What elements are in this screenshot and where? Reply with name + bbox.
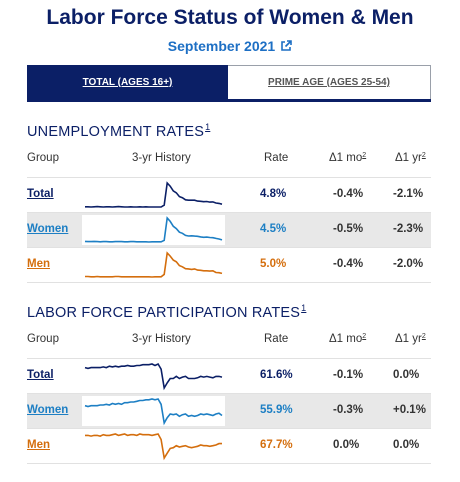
table-row: Men 67.7% 0.0% 0.0%	[27, 428, 431, 463]
tab-prime-age[interactable]: PRIME AGE (AGES 25-54)	[228, 65, 431, 100]
group-link-total[interactable]: Total	[27, 369, 54, 381]
group-link-women[interactable]: Women	[27, 404, 69, 416]
header-1mo-label: Δ1 mo	[329, 333, 363, 345]
tab-total[interactable]: TOTAL (AGES 16+)	[27, 65, 228, 100]
change-1mo: -0.1%	[333, 369, 364, 381]
change-1mo: -0.3%	[333, 404, 364, 416]
rate-value: 61.6%	[260, 369, 293, 381]
table-bottom-rule	[27, 463, 431, 464]
history-sparkline	[82, 250, 225, 280]
page-title: Labor Force Status of Women & Men	[46, 6, 414, 29]
table-row: Women 55.9% -0.3% +0.1%	[27, 393, 431, 428]
header-1mo: Δ1 mo2	[329, 152, 366, 164]
change-1yr: -2.0%	[393, 258, 424, 270]
sparkline-series	[84, 398, 223, 426]
table-row: Women 4.5% -0.5% -2.3%	[27, 212, 431, 247]
footnote-link[interactable]: 2	[362, 152, 367, 159]
history-sparkline	[82, 396, 225, 426]
history-sparkline	[82, 215, 225, 245]
footnote-link[interactable]: 1	[301, 303, 307, 313]
header-1mo: Δ1 mo2	[329, 333, 366, 345]
change-1yr: 0.0%	[393, 369, 420, 381]
rate-value: 55.9%	[260, 404, 293, 416]
header-1yr: Δ1 yr2	[395, 333, 426, 345]
footnote-link[interactable]: 2	[421, 333, 426, 340]
sparkline-series	[85, 433, 222, 461]
date-label: September 2021	[167, 38, 276, 54]
rate-value: 67.7%	[260, 439, 293, 451]
table-row: Total 4.8% -0.4% -2.1%	[27, 177, 431, 212]
header-group: Group	[27, 152, 59, 164]
group-link-total[interactable]: Total	[27, 188, 54, 200]
rate-value: 4.8%	[260, 188, 287, 200]
age-tabs: TOTAL (AGES 16+) PRIME AGE (AGES 25-54)	[27, 65, 431, 100]
sparkline-series	[85, 251, 223, 278]
unemployment-table-header: Group 3-yr History Rate Δ1 mo2 Δ1 yr2	[27, 148, 431, 172]
change-1yr: -2.1%	[393, 188, 424, 200]
footnote-link[interactable]: 2	[362, 333, 367, 340]
group-link-men[interactable]: Men	[27, 258, 50, 270]
participation-section-title: LABOR FORCE PARTICIPATION RATES1	[27, 303, 306, 321]
group-link-women[interactable]: Women	[27, 223, 69, 235]
header-group: Group	[27, 333, 59, 345]
footnote-link[interactable]: 1	[205, 122, 211, 132]
change-1mo: -0.4%	[333, 188, 364, 200]
tab-underline	[27, 99, 431, 102]
group-link-men[interactable]: Men	[27, 439, 50, 451]
unemployment-title-text: UNEMPLOYMENT RATES	[27, 124, 205, 140]
date-link[interactable]: September 2021	[0, 38, 460, 54]
header-1yr-label: Δ1 yr	[395, 333, 422, 345]
participation-title-text: LABOR FORCE PARTICIPATION RATES	[27, 305, 301, 321]
table-row: Total 61.6% -0.1% 0.0%	[27, 358, 431, 393]
header-history: 3-yr History	[132, 152, 191, 164]
table-row: Men 5.0% -0.4% -2.0%	[27, 247, 431, 282]
header-1yr: Δ1 yr2	[395, 152, 426, 164]
unemployment-section-title: UNEMPLOYMENT RATES1	[27, 122, 210, 140]
change-1yr: -2.3%	[393, 223, 424, 235]
change-1yr: 0.0%	[393, 439, 420, 451]
footnote-link[interactable]: 2	[421, 152, 426, 159]
change-1mo: -0.4%	[333, 258, 364, 270]
header-rate: Rate	[264, 152, 289, 164]
participation-table-header: Group 3-yr History Rate Δ1 mo2 Δ1 yr2	[27, 329, 431, 353]
sparkline-series	[84, 216, 223, 243]
sparkline-series	[85, 181, 223, 208]
history-sparkline	[82, 180, 225, 210]
header-rate: Rate	[264, 333, 289, 345]
table-bottom-rule	[27, 282, 431, 283]
change-1mo: -0.5%	[333, 223, 364, 235]
history-sparkline	[82, 361, 225, 391]
rate-value: 5.0%	[260, 258, 287, 270]
history-sparkline	[82, 431, 225, 461]
external-link-icon	[281, 40, 293, 51]
rate-value: 4.5%	[260, 223, 287, 235]
header-1mo-label: Δ1 mo	[329, 152, 363, 164]
change-1mo: 0.0%	[333, 439, 360, 451]
change-1yr: +0.1%	[393, 404, 426, 416]
header-1yr-label: Δ1 yr	[395, 152, 422, 164]
sparkline-series	[84, 362, 223, 391]
header-history: 3-yr History	[132, 333, 191, 345]
